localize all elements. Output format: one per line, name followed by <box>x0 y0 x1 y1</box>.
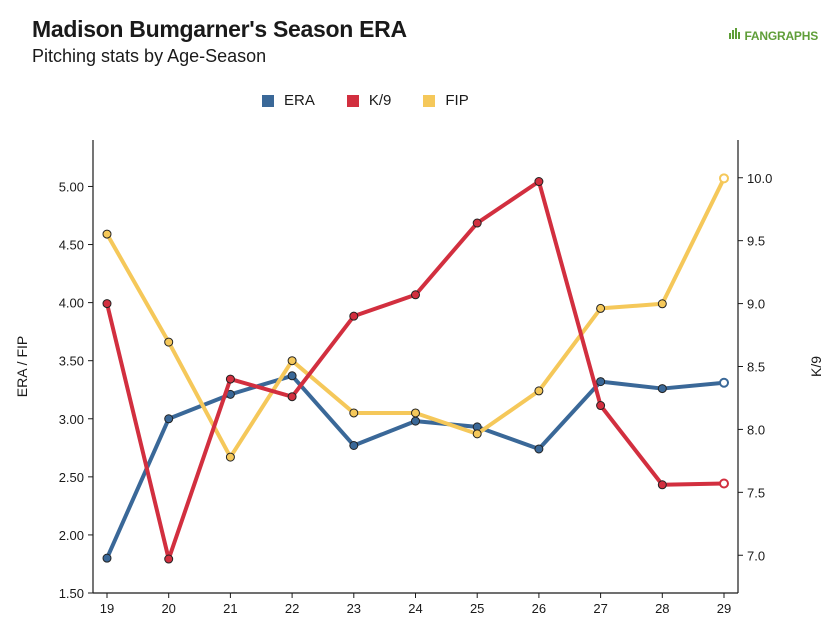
y-left-tick-label: 3.50 <box>59 354 84 369</box>
x-tick-label: 21 <box>223 601 237 616</box>
x-tick-label: 22 <box>285 601 299 616</box>
data-point-era <box>657 384 667 394</box>
y-right-tick-label: 9.0 <box>747 297 765 312</box>
data-point-era <box>596 377 606 387</box>
y-left-tick-label: 1.50 <box>59 586 84 601</box>
data-point-era <box>719 377 729 388</box>
chart-title: Madison Bumgarner's Season ERA <box>32 16 407 42</box>
chart-subtitle: Pitching stats by Age-Season <box>32 46 267 66</box>
legend-label-fip: FIP <box>445 92 469 109</box>
data-point-era <box>287 371 297 381</box>
brand-text: FANGRAPHS <box>744 29 818 43</box>
data-point-k9 <box>596 401 606 411</box>
data-point-fip <box>472 429 482 439</box>
x-tick-label: 24 <box>408 601 422 616</box>
x-tick-label: 23 <box>347 601 361 616</box>
y-left-tick-label: 4.50 <box>59 238 84 253</box>
y-left-tick-label: 3.00 <box>59 412 84 427</box>
data-point-fip <box>225 452 235 462</box>
data-point-era <box>164 414 174 424</box>
data-point-era <box>411 416 420 426</box>
y-right-tick-label: 8.0 <box>747 422 765 437</box>
legend-label-k9: K/9 <box>368 92 392 109</box>
data-point-fip <box>349 408 359 418</box>
fangraphs-logo[interactable]: FANGRAPHS <box>729 27 818 45</box>
y-left-tick-label: 2.50 <box>59 470 84 485</box>
data-point-k9 <box>657 480 667 490</box>
data-point-k9 <box>472 218 482 228</box>
data-point-k9 <box>225 374 235 384</box>
legend-swatch-k9 <box>346 94 359 107</box>
data-point-k9 <box>349 311 359 321</box>
data-point-fip <box>287 356 297 366</box>
x-tick-label: 27 <box>593 601 607 616</box>
data-point-fip <box>534 386 544 396</box>
y-right-tick-label: 7.5 <box>747 485 765 500</box>
data-point-k9 <box>534 177 544 187</box>
data-point-fip <box>657 299 667 309</box>
data-point-fip <box>596 303 606 313</box>
data-point-fip <box>102 229 112 239</box>
data-point-era <box>102 553 112 563</box>
x-tick-label: 25 <box>470 601 484 616</box>
x-tick-label: 28 <box>655 601 669 616</box>
fangraphs-icon <box>729 27 741 45</box>
y-right-tick-label: 7.0 <box>747 548 765 563</box>
data-point-k9 <box>164 554 174 564</box>
y-left-tick-label: 4.00 <box>59 296 84 311</box>
data-point-k9 <box>287 392 297 402</box>
data-point-era <box>349 440 359 450</box>
data-point-era <box>534 444 544 454</box>
data-point-k9 <box>102 299 112 309</box>
y-right-tick-label: 8.5 <box>747 360 765 375</box>
legend-item-k9[interactable]: K/9 <box>346 92 392 109</box>
y-right-tick-label: 9.5 <box>747 234 765 249</box>
y-right-tick-label: 10.0 <box>747 171 772 186</box>
y-left-tick-label: 5.00 <box>59 179 84 194</box>
chart-legend: ERA K/9 FIP <box>262 92 469 109</box>
legend-swatch-era <box>262 94 274 107</box>
x-tick-label: 20 <box>161 601 175 616</box>
legend-swatch-fip <box>423 94 436 107</box>
x-tick-label: 19 <box>100 601 114 616</box>
legend-item-fip[interactable]: FIP <box>423 92 469 109</box>
data-point-k9 <box>411 290 420 300</box>
data-point-fip <box>411 408 420 418</box>
legend-item-era[interactable]: ERA <box>262 92 315 109</box>
data-point-fip <box>719 173 729 184</box>
x-tick-label: 29 <box>717 601 731 616</box>
data-point-fip <box>164 337 174 347</box>
y-axis-left-title: ERA / FIP <box>14 336 30 397</box>
y-left-tick-label: 2.00 <box>59 528 84 543</box>
x-tick-label: 26 <box>532 601 546 616</box>
legend-label-era: ERA <box>284 92 315 109</box>
data-point-k9 <box>719 478 729 489</box>
y-axis-right-title: K/9 <box>808 356 824 377</box>
series-line-k9 <box>105 179 726 562</box>
